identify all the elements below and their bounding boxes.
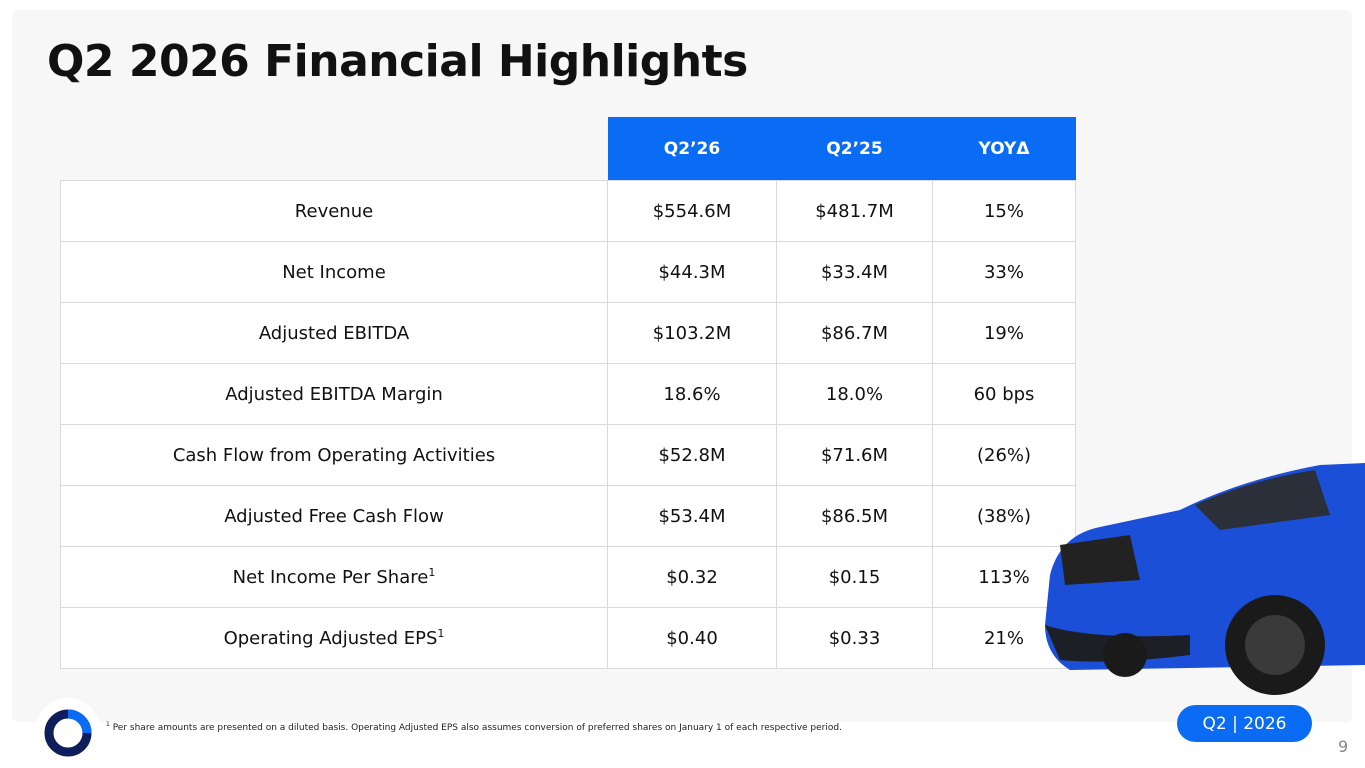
row-label-text: Revenue (294, 200, 374, 222)
table-cell: (26%) (932, 424, 1076, 486)
table-row: Adjusted EBITDA $103.2M $86.7M 19% (60, 302, 1076, 364)
table-cell: 19% (932, 302, 1076, 364)
table-cell: $481.7M (776, 180, 933, 242)
table-cell: (38%) (932, 485, 1076, 547)
table-cell: $86.7M (776, 302, 933, 364)
table-cell: $0.33 (776, 607, 933, 669)
table-cell: 18.0% (776, 363, 933, 425)
row-label-text: Operating Adjusted EPS (223, 628, 438, 649)
row-label-text: Net Income (282, 261, 386, 283)
table-row: Net Income $44.3M $33.4M 33% (60, 241, 1076, 303)
row-label-text: Adjusted Free Cash Flow (224, 505, 444, 527)
period-badge: Q2 | 2026 (1177, 705, 1312, 742)
row-label-text: Cash Flow from Operating Activities (172, 444, 496, 466)
table-row: Revenue $554.6M $481.7M 15% (60, 180, 1076, 242)
row-label: Operating Adjusted EPS1 (60, 607, 608, 669)
table-cell: 113% (932, 546, 1076, 608)
row-label: Cash Flow from Operating Activities (60, 424, 608, 486)
row-label: Adjusted Free Cash Flow (60, 485, 608, 547)
table-cell: $0.32 (607, 546, 777, 608)
table-row: Adjusted Free Cash Flow $53.4M $86.5M (38%) (60, 485, 1076, 547)
footnote-text: Per share amounts are presented on a dil… (112, 723, 842, 733)
table-cell: $86.5M (776, 485, 933, 547)
blank-header (61, 117, 608, 181)
car-image (1045, 463, 1365, 695)
table-cell: $33.4M (776, 241, 933, 303)
table-row: Cash Flow from Operating Activities $52.8… (60, 424, 1076, 486)
logo (36, 698, 100, 762)
table-cell: $103.2M (607, 302, 777, 364)
row-label: Adjusted EBITDA Margin (60, 363, 608, 425)
row-label: Net Income Per Share1 (60, 546, 608, 608)
column-header: YOYΔ (932, 117, 1076, 181)
table-row: Adjusted EBITDA Margin 18.6% 18.0% 60 bps (60, 363, 1076, 425)
page-number: 9 (1338, 737, 1349, 756)
column-header: Q2’25 (776, 117, 933, 181)
table-row: Net Income Per Share1 $0.32 $0.15 113% (60, 546, 1076, 608)
table-cell: 33% (932, 241, 1076, 303)
row-label-text: Adjusted EBITDA (258, 322, 410, 344)
table-cell: $554.6M (607, 180, 777, 242)
footnote: 1 Per share amounts are presented on a d… (106, 721, 842, 733)
table-cell: $0.15 (776, 546, 933, 608)
header-row: Q2’26 Q2’25 YOYΔ (61, 117, 1076, 181)
column-header: Q2’26 (607, 117, 777, 181)
table-cell: $53.4M (607, 485, 777, 547)
table: Q2’26 Q2’25 YOYΔ Revenue $554.6M $481.7M 15% N… (60, 117, 1076, 669)
row-label: Adjusted EBITDA (60, 302, 608, 364)
row-label: Net Income (60, 241, 608, 303)
table-cell: $52.8M (607, 424, 777, 486)
title: Q2 2026 Financial Highlights (47, 36, 748, 87)
footnote-marker: 1 (106, 721, 110, 728)
row-note: 1 (428, 566, 436, 579)
row-note: 1 (437, 627, 445, 640)
table-cell: $44.3M (607, 241, 777, 303)
row-label-text: Adjusted EBITDA Margin (225, 383, 443, 405)
table-cell: 15% (932, 180, 1076, 242)
table-cell: $0.40 (607, 607, 777, 669)
row-label: Revenue (60, 180, 608, 242)
table-cell: $71.6M (776, 424, 933, 486)
table-row: Operating Adjusted EPS1 $0.40 $0.33 21% (60, 607, 1076, 669)
table-cell: 60 bps (932, 363, 1076, 425)
table-cell: 18.6% (607, 363, 777, 425)
row-label-text: Net Income Per Share (232, 567, 429, 588)
table-body: Revenue $554.6M $481.7M 15% Net Income $44.3M… (60, 180, 1076, 669)
